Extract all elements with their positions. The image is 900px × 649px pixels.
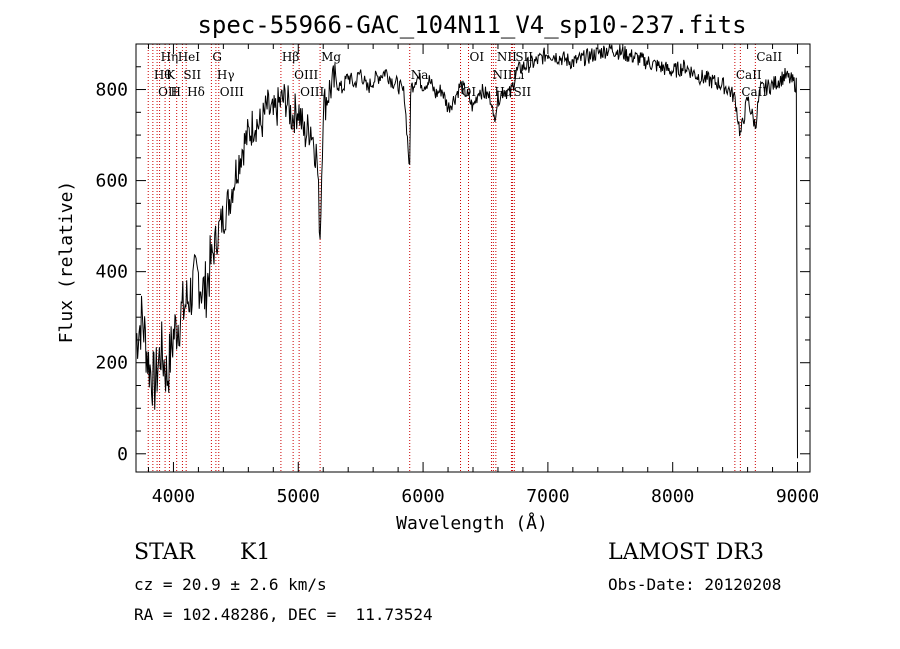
line-label: OI <box>470 50 485 64</box>
line-label: SII <box>515 50 533 64</box>
x-tick-label: 7000 <box>526 486 569 507</box>
x-tick-label: 4000 <box>152 486 195 507</box>
line-label: NII <box>492 68 512 82</box>
y-axis-label: Flux (relative) <box>56 181 77 344</box>
coordinates: RA = 102.48286, DEC = 11.73524 <box>134 605 433 624</box>
x-axis-ticks: 4000 5000 6000 7000 8000 9000 <box>147 44 819 507</box>
line-label: HeI <box>178 50 201 64</box>
line-label: Hθ <box>154 68 172 82</box>
x-axis-label: Wavelength (Å) <box>396 512 548 534</box>
line-label: OIII <box>220 85 244 99</box>
x-tick-label: 5000 <box>277 486 320 507</box>
line-label: CaII <box>741 85 767 99</box>
line-label: K <box>166 68 176 82</box>
line-label: Hδ <box>187 85 205 99</box>
chart-title: spec-55966-GAC_104N11_V4_sp10-237.fits <box>197 11 746 39</box>
object-subclass: K1 <box>240 540 271 565</box>
y-tick-label: 600 <box>95 171 128 192</box>
line-label: Hη <box>161 50 179 64</box>
line-label: SII <box>513 85 531 99</box>
line-label: Hβ <box>282 50 299 64</box>
observation-date: Obs-Date: 20120208 <box>608 575 782 594</box>
x-tick-label: 9000 <box>776 486 819 507</box>
x-tick-label: 8000 <box>651 486 694 507</box>
line-label: Li <box>512 68 524 82</box>
y-axis-ticks: 0 200 400 600 800 <box>95 66 810 465</box>
line-label: OII <box>158 85 178 99</box>
y-tick-label: 200 <box>95 353 128 374</box>
spectrum-line <box>135 43 798 459</box>
x-tick-label: 6000 <box>401 486 444 507</box>
line-label: Hγ <box>217 68 235 82</box>
line-label: SII <box>183 68 201 82</box>
spectrum-chart: spec-55966-GAC_104N11_V4_sp10-237.fits H… <box>56 11 819 534</box>
survey-name: LAMOST DR3 <box>608 540 764 565</box>
line-label: OIII <box>300 85 324 99</box>
line-label: G <box>212 50 222 64</box>
y-tick-label: 400 <box>95 262 128 283</box>
redshift-cz: cz = 20.9 ± 2.6 km/s <box>134 575 327 594</box>
object-class: STAR <box>134 540 195 565</box>
y-tick-label: 0 <box>117 444 128 465</box>
line-label: NII <box>497 50 517 64</box>
line-label: OIII <box>294 68 318 82</box>
y-tick-label: 800 <box>95 80 128 101</box>
line-label: Mg <box>321 50 341 64</box>
line-label: CaII <box>736 68 762 82</box>
line-label: H <box>170 85 180 99</box>
line-label: CaII <box>756 50 782 64</box>
